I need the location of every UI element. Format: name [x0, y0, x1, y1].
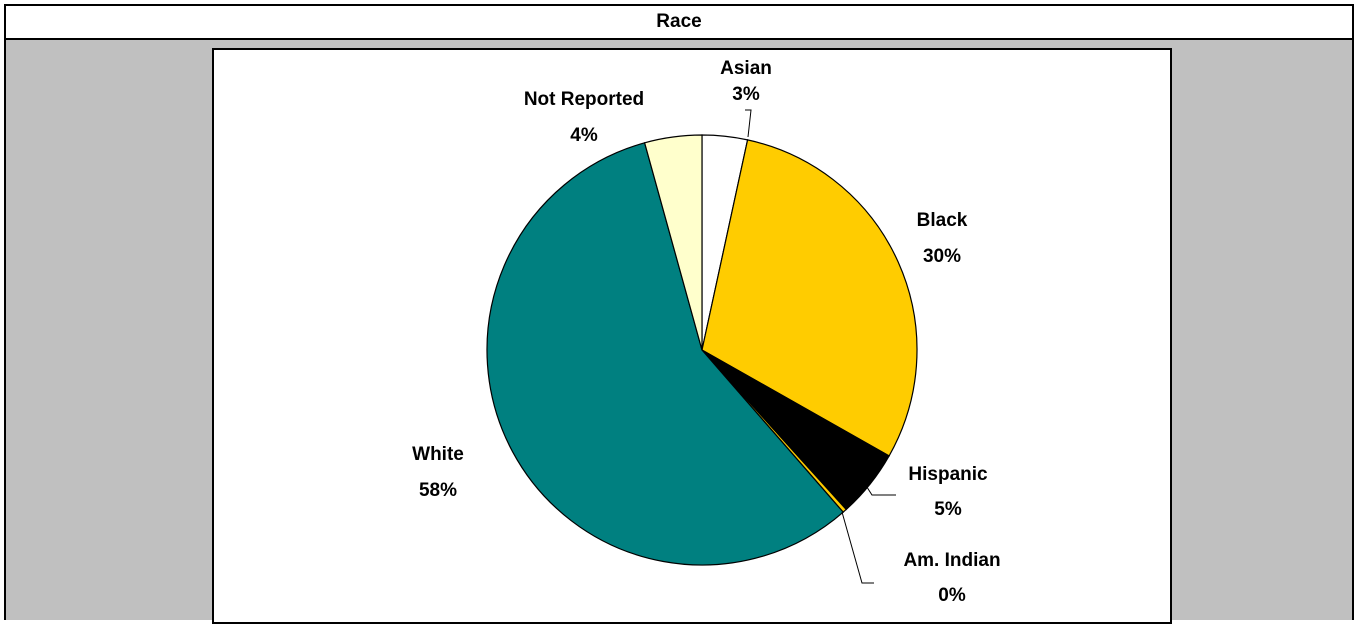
leader-line-am-indian — [841, 511, 874, 584]
slice-percent-white: 58% — [419, 480, 457, 501]
chart-panel: Asian 3% Black 30% Hispanic 5% Am. Indian 0% Whi… — [6, 40, 1352, 624]
slice-label-not-reported: Not Reported — [524, 89, 644, 110]
pie-slice-black — [701, 139, 918, 457]
chart-frame: Race Asian 3% Black 30% Hispanic 5% Am. Indian… — [4, 4, 1354, 624]
slice-percent-am-indian: 0% — [938, 585, 966, 606]
slice-percent-asian: 3% — [732, 84, 760, 105]
slice-percent-hispanic: 5% — [934, 499, 962, 520]
leader-line-hispanic — [855, 469, 896, 496]
pie-slice-white — [486, 142, 845, 566]
slice-label-asian: Asian — [720, 58, 772, 79]
slice-percent-not-reported: 4% — [570, 125, 598, 146]
slice-label-black: Black — [917, 210, 968, 231]
slice-label-white: White — [412, 444, 464, 465]
pie-chart: Asian 3% Black 30% Hispanic 5% Am. Indian 0% Whi… — [412, 58, 1000, 606]
plot-area: Asian 3% Black 30% Hispanic 5% Am. Indian 0% Whi… — [212, 48, 1172, 624]
chart-title: Race — [6, 6, 1352, 40]
pie-slice-not-reported — [643, 134, 703, 351]
slice-percent-black: 30% — [923, 246, 961, 267]
slice-label-am-indian: Am. Indian — [903, 550, 1000, 571]
slice-label-hispanic: Hispanic — [908, 464, 988, 485]
leader-line-asian — [745, 109, 752, 138]
